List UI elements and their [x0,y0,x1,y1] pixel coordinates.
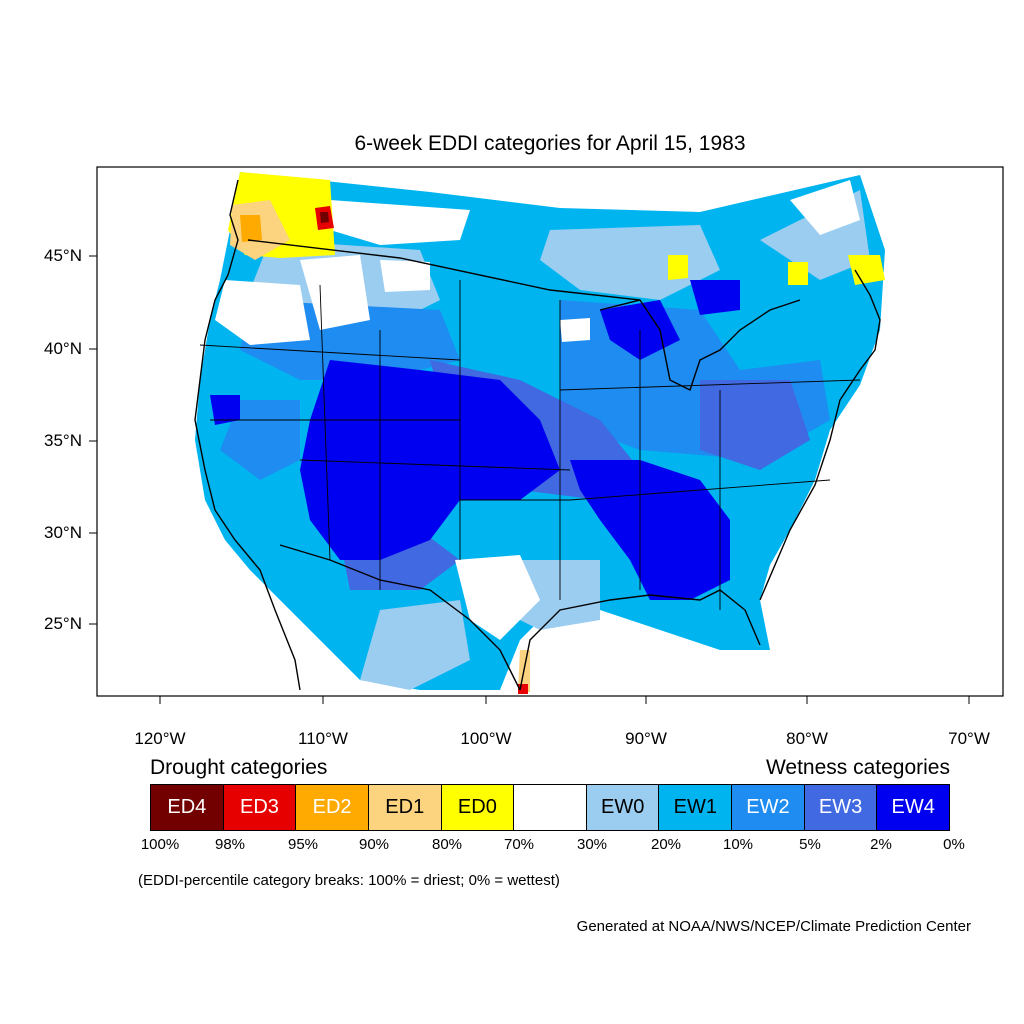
legend-swatch-ew1: EW1 [659,785,733,830]
us-canada-border [247,239,641,301]
region-normal [380,260,430,292]
legend-swatch-ew4: EW4 [877,785,950,830]
boundaries [194,179,881,691]
legend-swatch-ew2: EW2 [732,785,805,830]
break-label: 5% [799,836,821,853]
legend-label: ED1 [385,796,425,818]
lon-label: 100°W [460,729,512,748]
lat-label: 45°N [44,246,82,265]
region-normal [455,555,540,640]
lon-ticks [159,696,970,704]
break-label: 70% [503,836,535,853]
legend-label: EW1 [673,796,717,818]
break-label: 10% [722,836,754,853]
coastline-east [759,269,881,601]
break-label: 20% [650,836,682,853]
map-title: 6-week EDDI categories for April 15, 198… [354,132,746,155]
break-label: 30% [576,836,608,853]
legend-swatch-normal [514,785,587,830]
legend-swatch-ed0: ED0 [441,785,515,830]
lon-label: 120°W [134,729,186,748]
drought-heading: Drought categories [150,756,328,779]
region-ed0 [788,262,808,285]
region-ed4 [320,212,329,223]
legend-bar: ED4 ED3 ED2 ED1 ED0 EW0 EW1 EW2 EW3 EW4 [150,784,950,831]
legend-swatch-ed1: ED1 [368,785,442,830]
lon-label: 80°W [786,729,828,748]
region-ed0 [668,255,688,280]
great-lakes [599,299,801,391]
region-ew0 [360,600,470,690]
region-ew4 [570,460,730,600]
region-ew4 [300,360,560,560]
lon-label: 90°W [625,729,667,748]
map-area [195,172,885,694]
break-label: 2% [870,836,892,853]
legend-label: EW3 [818,796,863,818]
wetness-heading: Wetness categories [765,756,950,779]
region-ed2 [240,215,262,242]
coastline-gulf [519,589,761,691]
legend-swatch-ed2: ED2 [296,785,369,830]
break-label: 100% [140,836,180,853]
region-normal [790,180,860,235]
coastline-west [194,179,301,691]
legend-label: ED4 [167,796,207,818]
lat-label: 30°N [44,523,82,542]
legend-label: ED2 [312,796,352,818]
region-normal [300,255,370,330]
credit-line: Generated at NOAA/NWS/NCEP/Climate Predi… [576,918,971,935]
legend-swatch-ew3: EW3 [804,785,878,830]
lon-label: 110°W [298,729,348,748]
region-ew3 [700,380,810,470]
legend-label: ED0 [457,796,497,818]
break-label: 0% [943,836,965,853]
region-normal [215,280,310,345]
legend-label: EW2 [746,796,790,818]
legend-swatch-ew0: EW0 [586,785,660,830]
region-ew4 [210,395,240,425]
region-ed0 [848,255,885,285]
legend-label: ED3 [240,796,279,818]
break-label: 90% [358,836,390,853]
legend-label: EW0 [600,796,645,818]
lat-label: 25°N [44,614,82,633]
lon-label: 70°W [948,729,990,748]
region-ew0 [540,225,720,300]
legend-swatch-ed3: ED3 [223,785,297,830]
break-label: 98% [214,836,246,853]
break-label: 80% [431,836,463,853]
lat-ticks [89,255,97,625]
break-label: 95% [287,836,319,853]
region-ew4 [690,280,740,315]
region-normal [560,318,590,342]
breaks-note: (EDDI-percentile category breaks: 100% =… [138,872,560,889]
legend-swatch-ed4: ED4 [151,785,224,830]
region-normal [330,200,470,245]
state-lines [199,280,861,610]
map-frame [96,166,1004,697]
lat-label: 35°N [44,431,82,450]
legend-label: EW4 [891,796,935,818]
lat-label: 40°N [44,339,82,358]
